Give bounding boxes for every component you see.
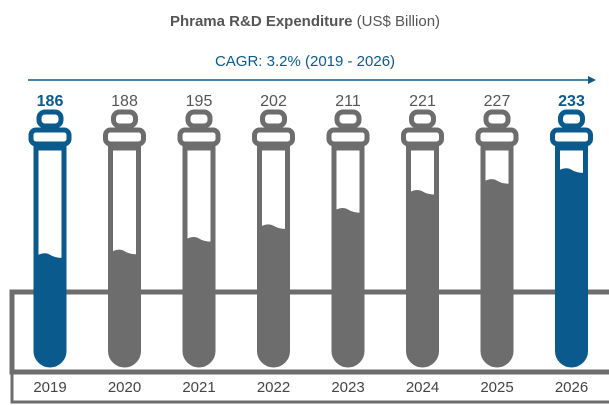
value-label: 233 (558, 93, 585, 110)
bar (108, 250, 142, 368)
value-label: 227 (484, 93, 511, 110)
bar (257, 224, 291, 368)
bar (33, 253, 67, 368)
value-label: 186 (37, 93, 64, 110)
value-label: 195 (186, 93, 213, 110)
tube-cap (404, 130, 442, 144)
bar (555, 168, 589, 368)
tube-ring (263, 112, 285, 126)
tube-cap (31, 130, 69, 144)
value-label: 211 (335, 93, 361, 110)
x-tick-label: 2020 (108, 379, 141, 396)
rack (12, 292, 609, 372)
tube-cap (106, 130, 144, 144)
x-tick-label: 2024 (406, 379, 439, 396)
bar (331, 208, 365, 368)
tube-cap (180, 130, 218, 144)
tube-ring (486, 112, 508, 126)
annotation: CAGR: 3.2% (2019 - 2026) (215, 53, 395, 70)
bar (480, 179, 514, 368)
chart-title: Phrama R&D Expenditure (US$ Billion) (170, 13, 440, 30)
x-tick-label: 2019 (33, 379, 66, 396)
title: Phrama R&D Expenditure (170, 13, 353, 30)
value-label: 202 (260, 93, 287, 110)
tube-ring (337, 112, 359, 126)
bar (406, 190, 440, 368)
x-tick-label: 2026 (555, 379, 588, 396)
tube-ring (39, 112, 61, 126)
x-tick-label: 2023 (331, 379, 364, 396)
unit: (US$ Billion) (357, 13, 440, 30)
tube-cap (255, 130, 293, 144)
x-tick-label: 2025 (480, 379, 513, 396)
rack-base (12, 372, 609, 402)
value-label: 188 (111, 93, 138, 110)
value-label: 221 (409, 93, 436, 110)
x-tick-label: 2021 (182, 379, 215, 396)
tube-ring (114, 112, 136, 126)
tube-ring (561, 112, 583, 126)
tube-cap (553, 130, 591, 144)
tube-cap (329, 130, 367, 144)
tube-ring (412, 112, 434, 126)
x-tick-label: 2022 (257, 379, 290, 396)
chart: Phrama R&D Expenditure (US$ Billion) CAG… (0, 0, 609, 405)
arrow-head (588, 76, 596, 84)
tube-ring (188, 112, 210, 126)
tube-cap (478, 130, 516, 144)
bar (182, 237, 216, 368)
